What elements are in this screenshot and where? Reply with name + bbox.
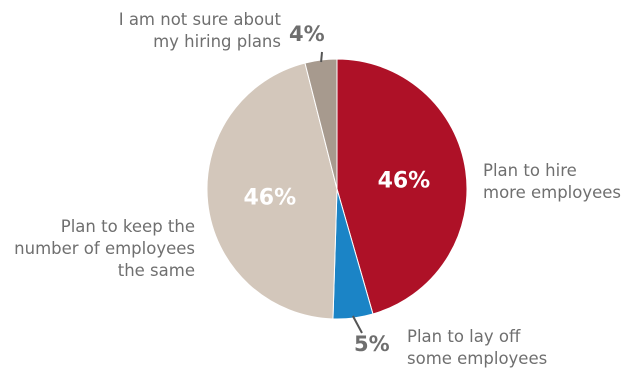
pie-slice-keep	[206, 62, 338, 320]
value-label-not-sure: 4%	[289, 22, 325, 46]
leader-line-lay-off	[352, 315, 363, 334]
label-lay-off: Plan to lay off some employees	[407, 327, 548, 368]
leader-line-not-sure	[320, 51, 323, 63]
value-label-hire: 46%	[378, 169, 431, 194]
label-not-sure: I am not sure about my hiring plans	[118, 10, 281, 51]
label-hire: Plan to hire more employees	[483, 161, 622, 202]
label-keep: Plan to keep the number of employees the…	[14, 217, 195, 280]
value-label-lay-off: 5%	[354, 332, 390, 356]
pie-slice-hire	[336, 58, 468, 315]
value-label-keep: 46%	[243, 185, 296, 210]
